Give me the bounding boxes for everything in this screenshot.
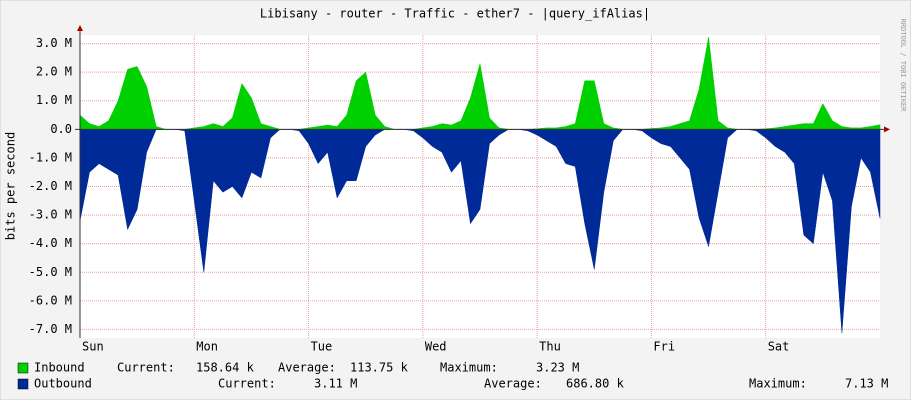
y-tick-label: 0.0 xyxy=(50,122,72,136)
y-tick-label: -7.0 M xyxy=(29,322,72,336)
y-axis-label: bits per second xyxy=(4,132,18,240)
y-tick-label: 2.0 M xyxy=(36,65,72,79)
x-tick-label: Wed xyxy=(425,340,447,354)
legend-stat-value: 158.64 k xyxy=(196,361,255,375)
x-tick-label: Thu xyxy=(539,340,561,354)
y-tick-label: 1.0 M xyxy=(36,93,72,107)
y-tick-label: -2.0 M xyxy=(29,179,72,193)
y-tick-label: -4.0 M xyxy=(29,236,72,250)
y-tick-label: -5.0 M xyxy=(29,265,72,279)
legend-stat-value: 7.13 M xyxy=(845,377,888,391)
area xyxy=(79,129,881,334)
chart-title: Libisany - router - Traffic - ether7 - |… xyxy=(260,7,650,21)
x-tick-label: Fri xyxy=(653,340,675,354)
y-tick-label: -3.0 M xyxy=(29,208,72,222)
legend-swatch xyxy=(17,362,29,374)
y-tick-label: 3.0 M xyxy=(36,36,72,50)
legend-swatch xyxy=(17,378,29,390)
legend-stat-label: Maximum: xyxy=(749,377,807,391)
legend-stat-label: Current: xyxy=(117,361,175,375)
x-tick-label: Tue xyxy=(311,340,333,354)
x-tick-label: Sat xyxy=(768,340,790,354)
legend-stat-label: Maximum: xyxy=(440,361,498,375)
y-axis-arrow xyxy=(77,25,83,31)
legend-stat-value: 3.11 M xyxy=(314,377,357,391)
watermark: RRDTOOL / TOBI OETIKER xyxy=(899,19,907,113)
y-tick-label: -6.0 M xyxy=(29,293,72,307)
legend-label: Inbound xyxy=(34,361,85,375)
legend-stat-label: Current: xyxy=(218,377,276,391)
legend-label: Outbound xyxy=(34,377,92,391)
legend-stat-label: Average: xyxy=(278,361,336,375)
legend-stat-value: 3.23 M xyxy=(536,361,579,375)
x-tick-label: Sun xyxy=(82,340,104,354)
legend-stat-value: 686.80 k xyxy=(566,377,625,391)
x-axis-arrow xyxy=(884,126,890,133)
legend-stat-value: 113.75 k xyxy=(350,361,409,375)
y-tick-label: -1.0 M xyxy=(29,150,72,164)
legend-stat-label: Average: xyxy=(484,377,542,391)
x-tick-label: Mon xyxy=(196,340,218,354)
